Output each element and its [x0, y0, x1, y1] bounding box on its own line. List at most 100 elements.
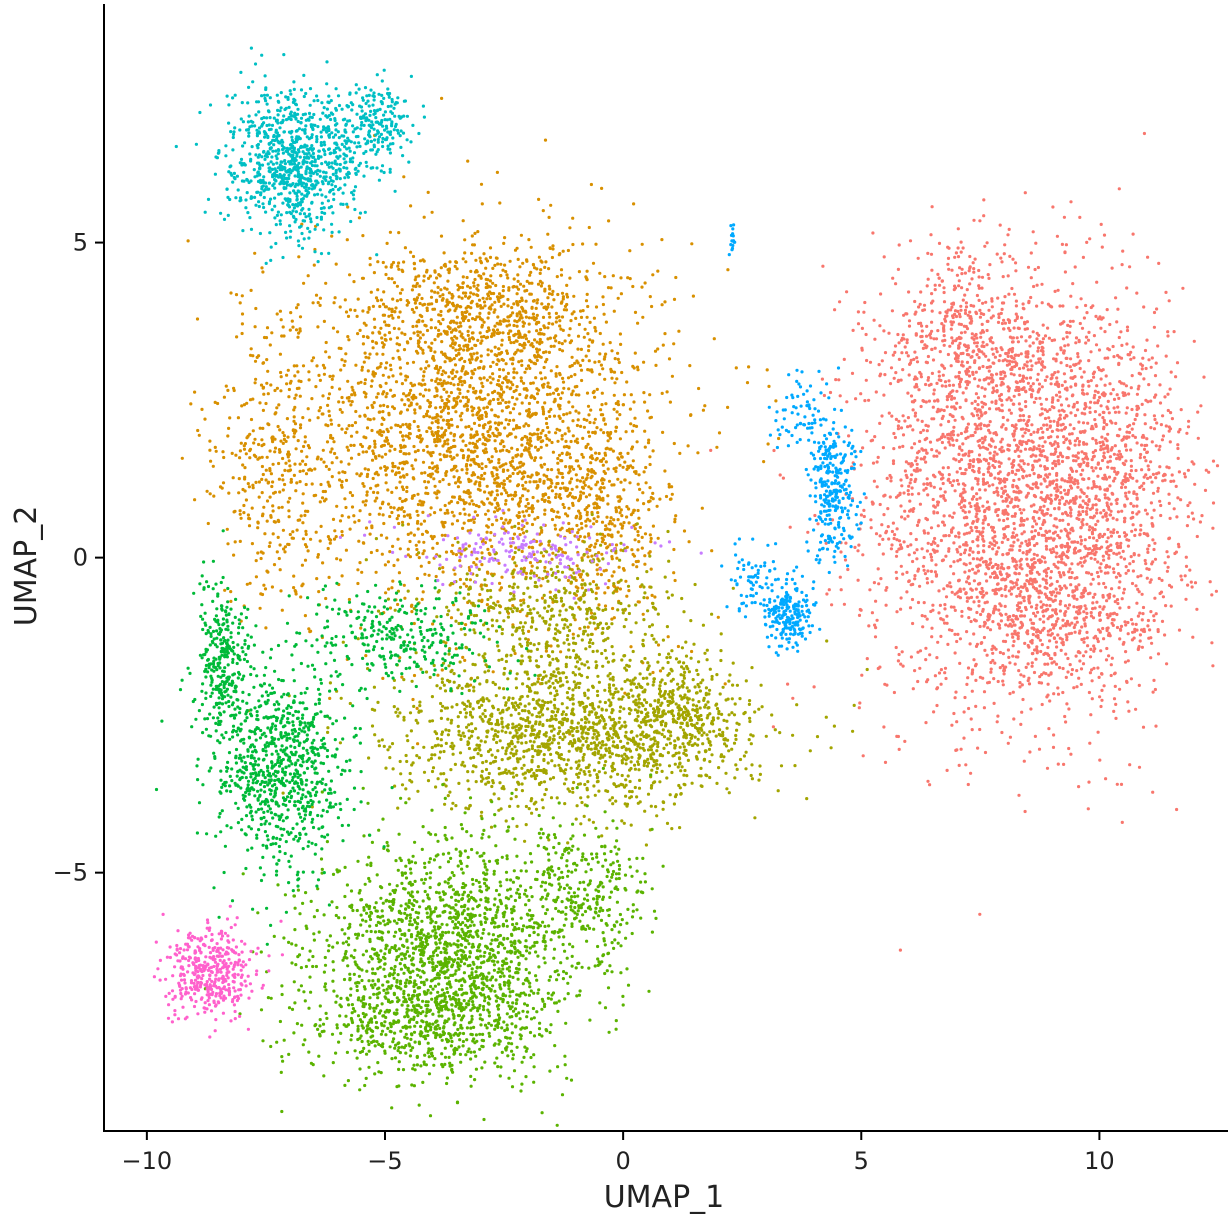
- data-point: [1064, 492, 1068, 496]
- data-point: [1040, 368, 1044, 372]
- data-point: [1041, 444, 1045, 448]
- data-point: [526, 489, 530, 493]
- data-point: [1140, 592, 1144, 596]
- data-point: [1006, 512, 1010, 516]
- data-point: [435, 541, 439, 546]
- data-point: [1069, 385, 1073, 389]
- data-point: [1116, 405, 1120, 409]
- data-point: [451, 377, 455, 381]
- data-point: [990, 437, 994, 441]
- data-point: [395, 517, 399, 521]
- data-point: [1018, 367, 1022, 371]
- data-point: [860, 673, 864, 677]
- data-point: [1004, 594, 1008, 598]
- data-point: [1152, 678, 1156, 683]
- data-point: [1034, 361, 1038, 365]
- data-point: [937, 374, 942, 378]
- data-point: [853, 545, 857, 550]
- data-point: [1172, 507, 1176, 511]
- data-point: [977, 268, 981, 273]
- data-point: [1011, 544, 1015, 548]
- data-point: [964, 541, 968, 545]
- data-point: [1023, 582, 1027, 586]
- data-point: [1001, 423, 1005, 427]
- data-point: [1054, 565, 1058, 569]
- data-point: [466, 333, 470, 337]
- data-point: [1024, 539, 1028, 543]
- data-point: [487, 457, 491, 461]
- data-point: [595, 568, 599, 572]
- data-point: [892, 690, 897, 695]
- data-point: [1135, 392, 1139, 396]
- data-point: [907, 373, 911, 377]
- data-point: [478, 484, 482, 488]
- data-point: [637, 540, 641, 544]
- data-point: [951, 443, 956, 447]
- data-point: [889, 547, 894, 551]
- data-point: [1149, 656, 1153, 660]
- data-point: [1043, 416, 1048, 421]
- data-point: [1211, 459, 1216, 463]
- data-point: [914, 537, 918, 542]
- data-point: [1131, 523, 1135, 527]
- data-point: [1145, 450, 1149, 455]
- data-point: [1096, 399, 1100, 403]
- data-point: [935, 703, 939, 708]
- data-point: [877, 582, 881, 586]
- data-point: [925, 477, 929, 481]
- data-point: [964, 763, 968, 767]
- data-point: [399, 475, 403, 479]
- data-point: [1028, 335, 1032, 339]
- data-point: [1065, 330, 1069, 335]
- data-point: [936, 544, 940, 548]
- data-point: [434, 406, 438, 410]
- data-point: [356, 297, 360, 301]
- data-point: [344, 352, 348, 356]
- data-point: [968, 254, 972, 259]
- data-point: [573, 373, 577, 377]
- data-point: [1105, 626, 1109, 631]
- data-point: [912, 377, 917, 381]
- data-point: [913, 574, 917, 578]
- data-point: [1187, 419, 1191, 423]
- data-point: [1019, 609, 1023, 613]
- data-point: [1078, 611, 1082, 615]
- data-point: [983, 435, 987, 439]
- data-point: [1052, 459, 1057, 463]
- data-point: [1031, 463, 1035, 468]
- data-point: [1060, 242, 1064, 246]
- data-point: [969, 434, 973, 438]
- data-point: [1097, 611, 1102, 615]
- data-point: [1059, 491, 1063, 495]
- data-point: [1129, 464, 1133, 468]
- data-point: [897, 747, 901, 752]
- data-point: [966, 422, 971, 426]
- data-point: [1115, 393, 1119, 397]
- data-point: [961, 351, 965, 355]
- data-point: [1133, 417, 1137, 422]
- data-point: [771, 725, 776, 729]
- data-point: [967, 510, 971, 514]
- data-point: [1015, 485, 1019, 489]
- data-point: [941, 339, 945, 343]
- data-point: [422, 540, 426, 544]
- data-point: [922, 568, 926, 572]
- data-point: [1080, 520, 1084, 524]
- data-point: [954, 251, 959, 255]
- data-point: [574, 409, 578, 413]
- data-point: [943, 317, 947, 321]
- data-point: [363, 467, 367, 471]
- data-point: [635, 498, 640, 502]
- data-point: [527, 513, 531, 518]
- data-point: [967, 616, 971, 620]
- data-point: [1004, 665, 1008, 669]
- data-point: [982, 352, 986, 356]
- data-point: [314, 293, 319, 297]
- data-point: [941, 432, 945, 436]
- data-point: [1074, 469, 1079, 473]
- data-point: [955, 547, 959, 552]
- data-point: [899, 662, 903, 666]
- data-point: [972, 579, 977, 583]
- data-point: [1004, 623, 1008, 627]
- data-point: [477, 417, 482, 422]
